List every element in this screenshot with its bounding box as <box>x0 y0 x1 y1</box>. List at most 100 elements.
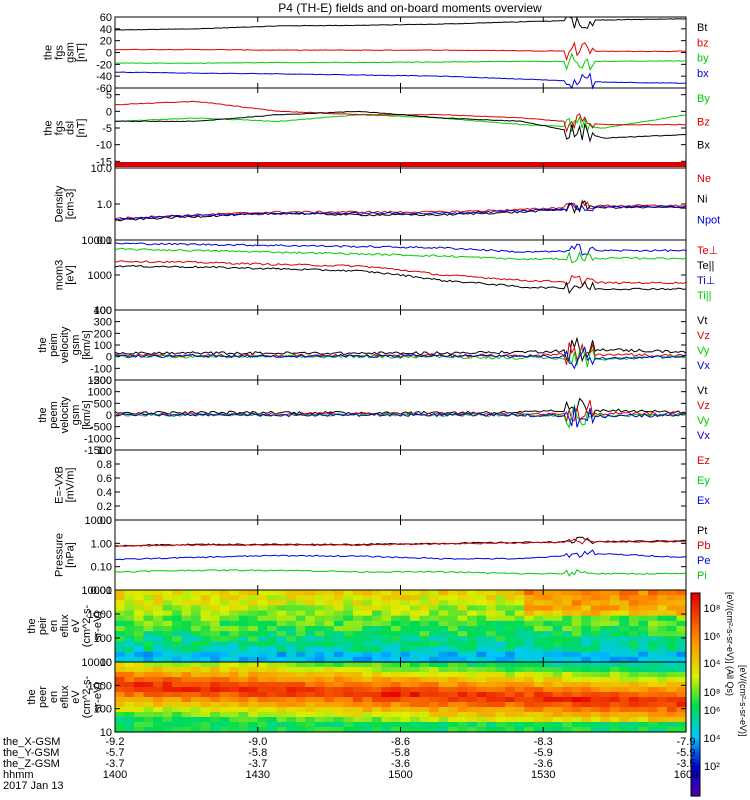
spectrogram-cell <box>590 687 601 693</box>
spectrogram-cell <box>638 595 649 601</box>
spectrogram-cell <box>600 707 611 713</box>
spectrogram-cell <box>162 651 173 658</box>
spectrogram-cell <box>486 595 497 601</box>
spectrogram-cell <box>429 702 440 708</box>
spectrogram-cell <box>219 590 230 596</box>
spectrogram-cell <box>219 636 230 643</box>
spectrogram-cell <box>628 610 640 617</box>
colorbar-cell <box>691 758 700 763</box>
spectrogram-cell <box>543 717 554 723</box>
spectrogram-cell <box>495 692 506 698</box>
spectrogram-cell <box>371 712 383 718</box>
spectrogram-cell <box>305 620 316 627</box>
spectrogram-cell <box>590 702 601 708</box>
spectrogram-cell <box>666 600 678 607</box>
spectrogram-cell <box>352 620 364 627</box>
spectrogram-cell <box>571 595 582 601</box>
spectrogram-cell <box>486 615 497 622</box>
spectrogram-cell <box>638 722 649 728</box>
spectrogram-cell <box>229 707 240 713</box>
spectrogram-cell <box>210 727 221 733</box>
spectrogram-cell <box>210 707 221 713</box>
spectrogram-cell <box>219 605 230 612</box>
spectrogram-cell <box>533 610 544 617</box>
spectrogram-cell <box>495 615 506 622</box>
y-tick-label: 1000 <box>88 680 112 692</box>
spectrogram-cell <box>628 636 640 643</box>
spectrogram-cell <box>210 615 221 622</box>
spectrogram-cell <box>333 707 344 713</box>
spectrogram-cell <box>676 727 687 733</box>
spectrogram-cell <box>305 682 316 688</box>
spectrogram-cell <box>115 631 126 637</box>
spectrogram-cell <box>438 677 449 683</box>
spectrogram-cell <box>628 595 640 601</box>
spectrogram-cell <box>295 600 306 607</box>
spectrogram-cell <box>257 651 268 658</box>
spectrogram-cell <box>600 615 611 622</box>
spectrogram-cell <box>352 631 364 637</box>
spectrogram-cell <box>324 590 335 596</box>
spectrogram-cell <box>286 636 297 643</box>
spectrogram-cell <box>143 672 154 678</box>
spectrogram-cell <box>238 682 249 688</box>
spectrogram-cell <box>267 727 278 733</box>
spectrogram-cell <box>533 667 544 673</box>
spectrogram-cell <box>590 697 601 703</box>
spectrogram-cell <box>172 610 183 617</box>
y-tick-label: 0.1 <box>97 235 112 247</box>
spectrogram-cell <box>267 636 278 643</box>
spectrogram-cell <box>172 595 183 601</box>
spectrogram-cell <box>324 656 335 663</box>
spectrogram-cell <box>429 682 440 688</box>
spectrogram-cell <box>314 641 325 648</box>
spectrogram-cell <box>124 712 135 718</box>
spectrogram-cell <box>524 631 535 637</box>
spectrogram-cell <box>609 631 620 637</box>
spectrogram-cell <box>181 682 192 688</box>
spectrogram-cell <box>333 610 344 617</box>
spectrogram-cell <box>438 662 449 668</box>
spectrogram-cell <box>390 707 402 713</box>
spectrogram-cell <box>514 651 525 658</box>
spectrogram-cell <box>666 702 678 708</box>
spectrogram-cell <box>219 646 230 653</box>
spectrogram-cell <box>429 605 440 612</box>
spectrogram-cell <box>543 722 554 728</box>
spectrogram-cell <box>410 697 421 703</box>
y-tick-label: 0.01 <box>91 585 112 597</box>
spectrogram-cell <box>286 682 297 688</box>
spectrogram-cell <box>486 662 497 668</box>
spectrogram-cell <box>495 677 506 683</box>
spectrogram-cell <box>562 727 573 733</box>
colorbar-tick-label: 10⁶ <box>704 631 721 643</box>
spectrogram-cell <box>324 672 335 678</box>
spectrogram-cell <box>600 626 611 632</box>
spectrogram-cell <box>410 651 421 658</box>
spectrogram-cell <box>343 590 354 596</box>
y-tick-label: 1.0 <box>97 445 112 457</box>
spectrogram-cell <box>333 651 344 658</box>
spectrogram-cell <box>257 610 268 617</box>
spectrogram-cell <box>362 595 373 601</box>
spectrogram-cell <box>200 610 211 617</box>
spectrogram-cell <box>248 707 259 713</box>
spectrogram-cell <box>191 605 202 612</box>
spectrogram-cell <box>238 605 249 612</box>
spectrogram-cell <box>390 626 402 632</box>
spectrogram-cell <box>333 702 344 708</box>
y-axis-label: fgs <box>54 120 66 135</box>
spectrogram-cell <box>286 615 297 622</box>
spectrogram-cell <box>124 672 135 678</box>
spectrogram-cell <box>295 702 306 708</box>
spectrogram-cell <box>191 727 202 733</box>
y-tick-label: 10000 <box>81 235 112 247</box>
spectrogram-cell <box>143 646 154 653</box>
colorbar-cell <box>691 708 700 712</box>
spectrogram-cell <box>134 662 145 668</box>
spectrogram-cell <box>124 600 135 607</box>
spectrogram-cell <box>257 646 268 653</box>
spectrogram-cell <box>115 662 126 668</box>
spectrogram-cell <box>143 677 154 683</box>
